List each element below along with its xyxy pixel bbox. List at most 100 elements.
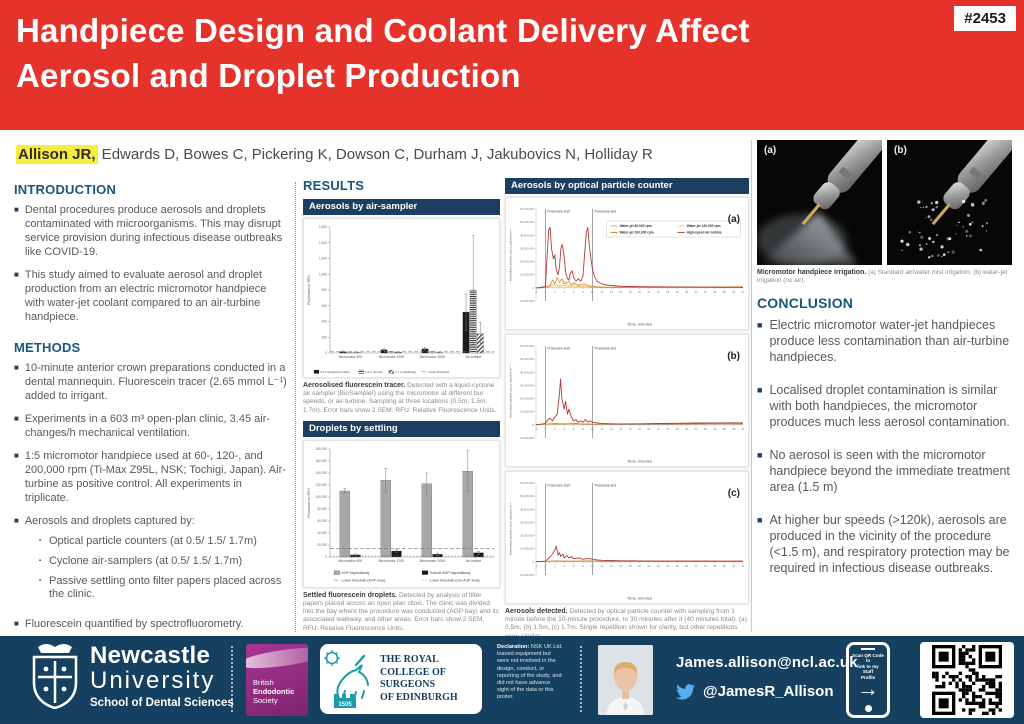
svg-text:50,000,000: 50,000,000 (520, 357, 534, 361)
methods-bullets: ■ 10-minute anterior crown preparations c… (14, 361, 287, 631)
svg-text:0.5 m (treatment chair): 0.5 m (treatment chair) (320, 370, 349, 374)
handpiece-photos: (a) (b) (757, 125, 1018, 266)
svg-text:14: 14 (610, 564, 613, 568)
svg-text:6: 6 (573, 427, 575, 431)
svg-text:(b): (b) (727, 351, 740, 362)
svg-text:1,600: 1,600 (319, 225, 327, 229)
handpiece-mist-graphic (757, 125, 888, 266)
svg-text:22: 22 (647, 290, 650, 294)
svg-text:50,000,000: 50,000,000 (520, 220, 534, 224)
svg-text:Micromotor 200K: Micromotor 200K (420, 559, 447, 563)
svg-text:28: 28 (676, 290, 679, 294)
svg-text:Fluorescence, RFU: Fluorescence, RFU (307, 275, 311, 305)
twitter-handle[interactable]: @JamesR_Allison (703, 683, 834, 700)
svg-text:40,000: 40,000 (317, 531, 327, 535)
svg-text:2: 2 (554, 427, 556, 431)
svg-text:6: 6 (573, 290, 575, 294)
svg-text:20,000,000: 20,000,000 (520, 397, 534, 401)
svg-text:20: 20 (638, 290, 641, 294)
svg-text:22: 22 (647, 427, 650, 431)
bullet-square-icon: ■ (757, 385, 763, 395)
list-item-text: Dental procedures produce aerosols and d… (24, 204, 283, 258)
svg-text:200: 200 (322, 335, 328, 339)
svg-text:38: 38 (723, 290, 726, 294)
svg-text:Time, minutes: Time, minutes (627, 596, 652, 601)
svg-text:30: 30 (685, 564, 688, 568)
svg-text:30: 30 (685, 290, 688, 294)
svg-text:100,000: 100,000 (315, 495, 327, 499)
svg-text:140,000: 140,000 (315, 471, 327, 475)
poster-number-badge: #2453 (954, 6, 1016, 31)
svg-text:36: 36 (713, 290, 716, 294)
svg-text:30,000,000: 30,000,000 (520, 246, 534, 250)
svg-text:-2: -2 (535, 290, 538, 294)
list-item-text: 1:5 micromotor handpiece used at 60-, 12… (24, 450, 286, 504)
svg-text:Normalised particle count, par: Normalised particle count, particles m⁻³ (509, 229, 513, 282)
newcastle-logo: Newcastle University School of Dental Sc… (28, 643, 234, 709)
svg-text:160,000: 160,000 (315, 459, 327, 463)
svg-text:1,200: 1,200 (319, 257, 327, 261)
svg-text:10,000,000: 10,000,000 (520, 547, 534, 551)
list-item: ■ Experiments in a 603 m³ open-plan clini… (14, 412, 287, 440)
svg-text:60,000: 60,000 (317, 519, 327, 523)
list-item: ■ Aerosols and droplets captured by: ▪ Opti… (14, 514, 287, 608)
svg-text:34: 34 (704, 427, 707, 431)
list-item-text: No aerosol is seen with the micromotor h… (769, 448, 1010, 494)
svg-text:18: 18 (629, 427, 632, 431)
svg-text:Water-jet 120,000 rpm: Water-jet 120,000 rpm (687, 224, 721, 228)
phone-speaker (861, 648, 875, 650)
svg-text:1,400: 1,400 (319, 241, 327, 245)
bullet-square-icon: ■ (14, 363, 19, 372)
poster-footer: Newcastle University School of Dental Sc… (0, 636, 1024, 724)
svg-text:24: 24 (657, 564, 660, 568)
list-item-text: Fluorescein quantified by spectrofluorom… (24, 618, 244, 630)
svg-text:8: 8 (582, 427, 584, 431)
svg-text:50,000,000: 50,000,000 (520, 494, 534, 498)
svg-text:4: 4 (564, 564, 566, 568)
svg-text:(a): (a) (728, 214, 740, 225)
svg-text:Procedure start: Procedure start (547, 347, 570, 351)
poster-title: Handpiece Design and Coolant Delivery Af… (16, 12, 750, 94)
svg-text:16: 16 (619, 290, 622, 294)
svg-text:22: 22 (647, 564, 650, 568)
svg-text:-2: -2 (535, 427, 538, 431)
svg-text:180,000: 180,000 (315, 447, 327, 451)
svg-text:Procedure end: Procedure end (594, 484, 616, 488)
bullet-square-icon: ■ (14, 205, 19, 214)
svg-text:18: 18 (629, 290, 632, 294)
svg-text:20: 20 (638, 564, 641, 568)
svg-text:60,000,000: 60,000,000 (520, 481, 534, 485)
author-portrait (598, 645, 653, 715)
bullet-square-icon: ■ (14, 270, 19, 279)
email-link[interactable]: James.allison@ncl.ac.uk (676, 654, 858, 671)
svg-text:32: 32 (695, 427, 698, 431)
bullet-square-icon: ■ (757, 320, 763, 330)
svg-text:30,000,000: 30,000,000 (520, 383, 534, 387)
svg-text:Time, minutes: Time, minutes (627, 459, 652, 464)
list-item: ■ This study aimed to evaluate aerosol an… (14, 268, 287, 324)
bullet-square-icon: ■ (14, 414, 19, 423)
photo-b-label: (b) (894, 145, 907, 156)
opc-chart-a: -10,000,000 0 10,000,000 20,000,000 30,000,0… (505, 197, 749, 330)
svg-text:Micromotor 120K: Micromotor 120K (379, 559, 406, 563)
introduction-heading: INTRODUCTION (14, 182, 117, 197)
svg-text:30: 30 (685, 427, 688, 431)
svg-text:800: 800 (322, 288, 328, 292)
settling-caption: Settled fluorescein droplets. Detected b… (303, 591, 499, 632)
sub-list-item-text: Passive settling onto filter papers plac… (48, 575, 282, 600)
svg-text:40: 40 (732, 427, 735, 431)
svg-text:26: 26 (666, 564, 669, 568)
settling-chart: 0 20,000 40,000 60,000 80,000 100,000 120,000 1… (303, 439, 500, 588)
svg-text:4: 4 (564, 290, 566, 294)
svg-text:12: 12 (600, 427, 603, 431)
results-heading: RESULTS (303, 178, 365, 193)
svg-text:-2: -2 (535, 564, 538, 568)
bullet-small-square-icon: ▪ (38, 558, 41, 564)
column-intro-methods: INTRODUCTION ■ Dental procedures produce … (14, 182, 296, 632)
svg-text:12: 12 (600, 290, 603, 294)
column-results-left: RESULTS Aerosols by air-sampler 0 200 400 6… (303, 178, 500, 639)
sub-list-item: ▪ Optical particle counters (at 0.5/ 1.5/… (39, 535, 287, 548)
sub-list-item-text: Optical particle counters (at 0.5/ 1.5/ … (48, 535, 257, 547)
svg-text:6: 6 (573, 564, 575, 568)
